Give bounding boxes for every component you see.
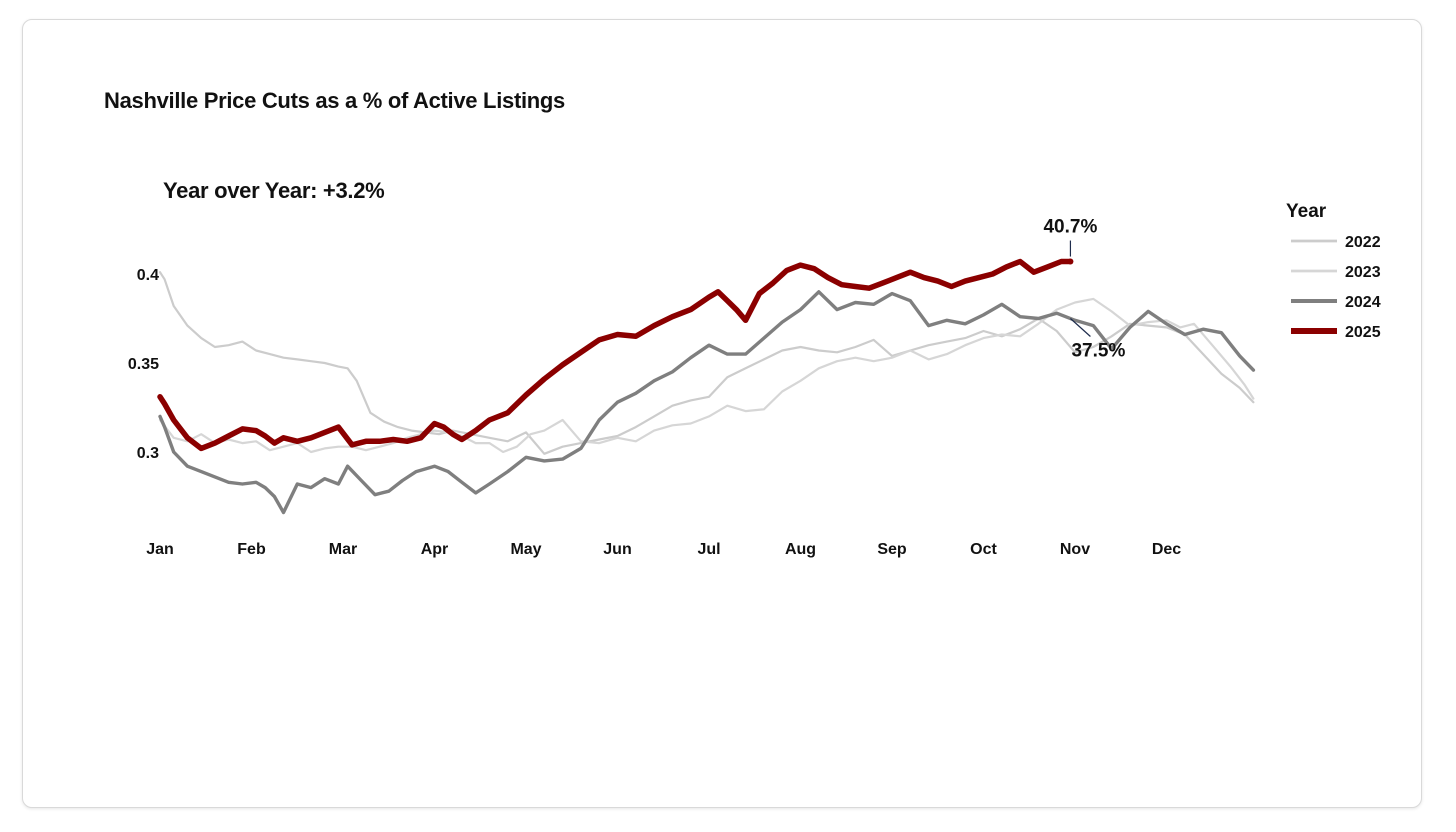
y-tick-label: 0.3 bbox=[137, 445, 159, 462]
x-axis: Jan Feb Mar Apr May Jun Jul Aug Sep Oct Nov Dec bbox=[146, 541, 1181, 558]
legend: Year 2022 2023 2024 2025 bbox=[1286, 201, 1381, 341]
x-tick-label: Jul bbox=[697, 541, 720, 558]
chart-subtitle: Year over Year: +3.2% bbox=[163, 178, 385, 203]
chart-card bbox=[22, 19, 1422, 808]
x-tick-label: Apr bbox=[421, 541, 449, 558]
x-tick-label: Sep bbox=[877, 541, 907, 558]
y-tick-label: 0.35 bbox=[128, 356, 159, 373]
series-line-2025 bbox=[157, 258, 1074, 452]
x-tick-label: Jun bbox=[603, 541, 631, 558]
annotation-dot-2025 bbox=[1067, 258, 1074, 265]
series-line-2022 bbox=[158, 271, 1255, 455]
legend-title: Year bbox=[1286, 201, 1327, 222]
legend-label-2024: 2024 bbox=[1345, 294, 1381, 311]
annotation-label-2024: 37.5% bbox=[1071, 341, 1125, 362]
x-tick-label: May bbox=[510, 541, 541, 558]
y-tick-label: 0.4 bbox=[137, 267, 159, 284]
y-axis: 0.3 0.35 0.4 bbox=[128, 267, 159, 462]
x-tick-label: Aug bbox=[785, 541, 816, 558]
x-tick-label: Jan bbox=[146, 541, 174, 558]
x-tick-label: Oct bbox=[970, 541, 997, 558]
legend-label-2023: 2023 bbox=[1345, 264, 1381, 281]
annotation-leader-2024 bbox=[1070, 318, 1091, 337]
x-tick-label: Dec bbox=[1152, 541, 1181, 558]
legend-label-2022: 2022 bbox=[1345, 234, 1381, 251]
legend-label-2025: 2025 bbox=[1345, 324, 1381, 341]
x-tick-label: Mar bbox=[329, 541, 357, 558]
series-line-2024 bbox=[158, 290, 1256, 515]
x-tick-label: Nov bbox=[1060, 541, 1090, 558]
series-layer bbox=[157, 258, 1256, 515]
chart-title: Nashville Price Cuts as a % of Active Li… bbox=[104, 88, 565, 113]
annotation-label-2025: 40.7% bbox=[1043, 217, 1097, 238]
series-line-2023 bbox=[158, 297, 1255, 454]
x-tick-label: Feb bbox=[237, 541, 266, 558]
annotation-layer: 40.7% 37.5% bbox=[1043, 217, 1125, 362]
